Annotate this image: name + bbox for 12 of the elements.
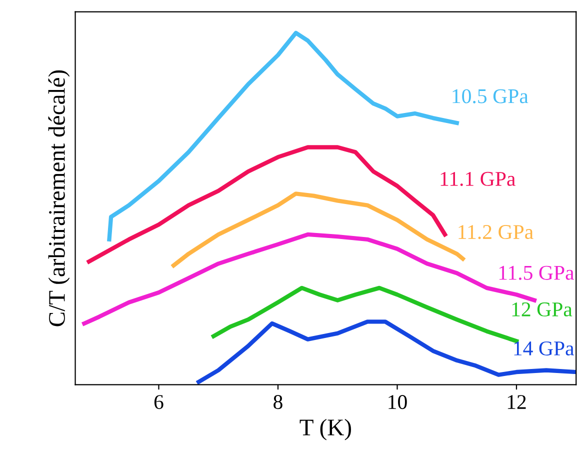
y-axis-title: C/T (arbitrairement décalé): [48, 70, 70, 326]
series-label: 11.1 GPa: [440, 172, 516, 186]
x-tick-label: 12: [508, 395, 526, 409]
series-label: 14 GPa: [514, 341, 574, 356]
series-label: 11.5 GPa: [499, 266, 574, 280]
x-axis-title: T (K): [300, 418, 351, 440]
series-label: 10.5 GPa: [452, 89, 528, 104]
x-tick-label: 6: [154, 395, 164, 410]
x-tick-label: 8: [274, 395, 282, 410]
x-tick-label: 10: [388, 395, 407, 410]
series-label: 11.2 GPa: [458, 225, 534, 240]
series-label: 12 GPa: [512, 302, 572, 316]
